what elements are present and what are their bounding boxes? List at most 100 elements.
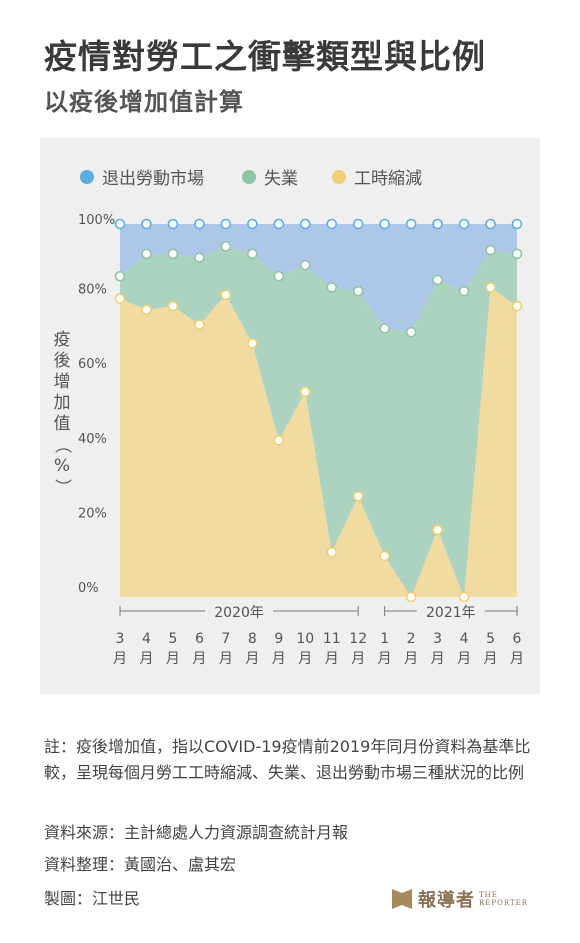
data-point-0-15 bbox=[511, 300, 523, 312]
legend-dot bbox=[242, 169, 256, 184]
y-axis-label-char: ） bbox=[52, 479, 72, 496]
data-point-2-13 bbox=[458, 218, 470, 230]
data-point-1-9 bbox=[352, 285, 364, 297]
chart-note: 註：疫後增加值，指以COVID-19疫情前2019年同月份資料為基準比較，呈現每… bbox=[44, 737, 531, 782]
x-tick-label: 4 bbox=[460, 631, 469, 647]
data-point-1-10 bbox=[379, 323, 390, 334]
x-tick-label: 5 bbox=[168, 631, 177, 647]
x-tick-label-unit: 月 bbox=[351, 651, 365, 667]
x-tick-label: 1 bbox=[380, 631, 389, 647]
data-point-1-3 bbox=[194, 252, 205, 263]
data-point-2-9 bbox=[352, 218, 364, 230]
x-tick-label-unit: 月 bbox=[510, 651, 524, 667]
data-point-2-10 bbox=[379, 218, 390, 230]
legend-item-unemployment: 失業 bbox=[242, 164, 298, 189]
data-point-1-6 bbox=[273, 270, 285, 282]
data-point-1-2 bbox=[167, 248, 179, 260]
data-point-0-3 bbox=[194, 319, 205, 331]
data-point-1-14 bbox=[485, 244, 496, 256]
data-point-2-11 bbox=[405, 218, 417, 230]
x-tick-label: 11 bbox=[323, 631, 341, 647]
x-tick-label: 9 bbox=[274, 631, 283, 647]
page-subtitle: 以疫後增加值計算 bbox=[44, 88, 244, 116]
data-point-0-1 bbox=[141, 304, 152, 316]
x-tick-label-unit: 月 bbox=[219, 651, 233, 667]
data-point-2-1 bbox=[141, 218, 152, 230]
chart-designer: 製圖：江世民 bbox=[44, 889, 141, 908]
x-tick-label: 6 bbox=[513, 631, 522, 647]
x-tick-label: 8 bbox=[248, 631, 257, 647]
data-point-2-2 bbox=[167, 218, 179, 230]
area-hours-reduction bbox=[120, 287, 517, 597]
logo-icon bbox=[392, 889, 412, 909]
data-point-0-9 bbox=[352, 490, 364, 502]
data-point-1-11 bbox=[405, 326, 417, 338]
area-unemployment bbox=[120, 246, 517, 597]
data-point-0-0 bbox=[114, 293, 126, 304]
data-point-2-4 bbox=[220, 218, 232, 230]
data-point-1-7 bbox=[299, 259, 311, 271]
y-tick-label: 80% bbox=[78, 283, 107, 298]
data-point-1-8 bbox=[326, 282, 338, 293]
data-point-1-13 bbox=[458, 285, 470, 297]
data-point-0-10 bbox=[379, 550, 390, 562]
x-tick-label-unit: 月 bbox=[378, 651, 392, 667]
data-point-1-12 bbox=[432, 274, 443, 286]
data-point-0-8 bbox=[326, 546, 338, 558]
data-point-1-4 bbox=[220, 241, 232, 252]
x-tick-label-unit: 月 bbox=[272, 651, 286, 667]
y-tick-label: 40% bbox=[78, 432, 107, 447]
x-tick-label-unit: 月 bbox=[484, 651, 498, 667]
y-tick-label: 60% bbox=[78, 357, 107, 372]
legend-label: 退出勞動市場 bbox=[102, 169, 204, 189]
x-tick-label: 2 bbox=[407, 631, 416, 647]
y-axis-label-char: 後 bbox=[54, 351, 71, 371]
data-point-0-5 bbox=[247, 338, 258, 349]
data-point-1-1 bbox=[141, 248, 152, 260]
y-axis-label-char: 加 bbox=[54, 393, 71, 413]
data-point-0-13 bbox=[458, 591, 470, 603]
data-point-2-12 bbox=[432, 218, 443, 230]
x-tick-label-unit: 月 bbox=[457, 651, 471, 667]
data-point-0-12 bbox=[432, 524, 443, 536]
x-tick-label-unit: 月 bbox=[404, 651, 418, 667]
x-tick-label-unit: 月 bbox=[245, 651, 259, 667]
x-tick-label: 10 bbox=[296, 631, 314, 647]
y-axis-label-char: 值 bbox=[54, 414, 71, 434]
x-tick-label: 12 bbox=[349, 631, 367, 647]
x-tick-label-unit: 月 bbox=[431, 651, 445, 667]
data-source: 資料來源：主計總處人力資源調查統計月報 bbox=[44, 823, 349, 842]
x-tick-label-unit: 月 bbox=[166, 651, 180, 667]
data-point-2-5 bbox=[247, 218, 258, 230]
logo-english: THE REPORTER bbox=[479, 891, 529, 907]
data-point-0-7 bbox=[299, 386, 311, 398]
data-point-2-6 bbox=[273, 218, 285, 230]
y-axis-label-char: % bbox=[54, 456, 70, 476]
x-tick-label: 4 bbox=[142, 631, 151, 647]
area-labor-exit bbox=[120, 224, 517, 333]
x-tick-label: 3 bbox=[116, 631, 125, 647]
y-tick-label: 0% bbox=[78, 581, 99, 596]
data-point-0-6 bbox=[273, 435, 285, 446]
data-point-0-11 bbox=[405, 591, 417, 603]
y-axis-label-char: （ bbox=[52, 437, 72, 454]
x-tick-label-unit: 月 bbox=[298, 651, 312, 667]
x-tick-label-unit: 月 bbox=[192, 651, 206, 667]
data-point-1-15 bbox=[511, 248, 523, 260]
x-tick-label-unit: 月 bbox=[325, 651, 339, 667]
y-axis-label-char: 疫 bbox=[54, 330, 71, 350]
legend-label: 工時縮減 bbox=[354, 169, 422, 189]
data-point-2-14 bbox=[485, 218, 496, 230]
data-point-2-0 bbox=[114, 218, 126, 230]
stacked-area-chart: 0%20%40%60%80%100%疫後增加值（%）2020年 2021年3月4月… bbox=[52, 213, 524, 667]
legend-dot bbox=[80, 169, 94, 184]
data-point-1-0 bbox=[114, 270, 126, 282]
data-point-2-3 bbox=[194, 218, 205, 230]
legend-dot bbox=[332, 169, 346, 184]
legend-item-exit: 退出勞動市場 bbox=[80, 164, 204, 189]
x-tick-label: 6 bbox=[195, 631, 204, 647]
legend-label: 失業 bbox=[264, 169, 298, 189]
data-point-0-14 bbox=[485, 282, 496, 293]
data-point-0-4 bbox=[220, 289, 232, 301]
data-point-1-5 bbox=[247, 248, 258, 260]
